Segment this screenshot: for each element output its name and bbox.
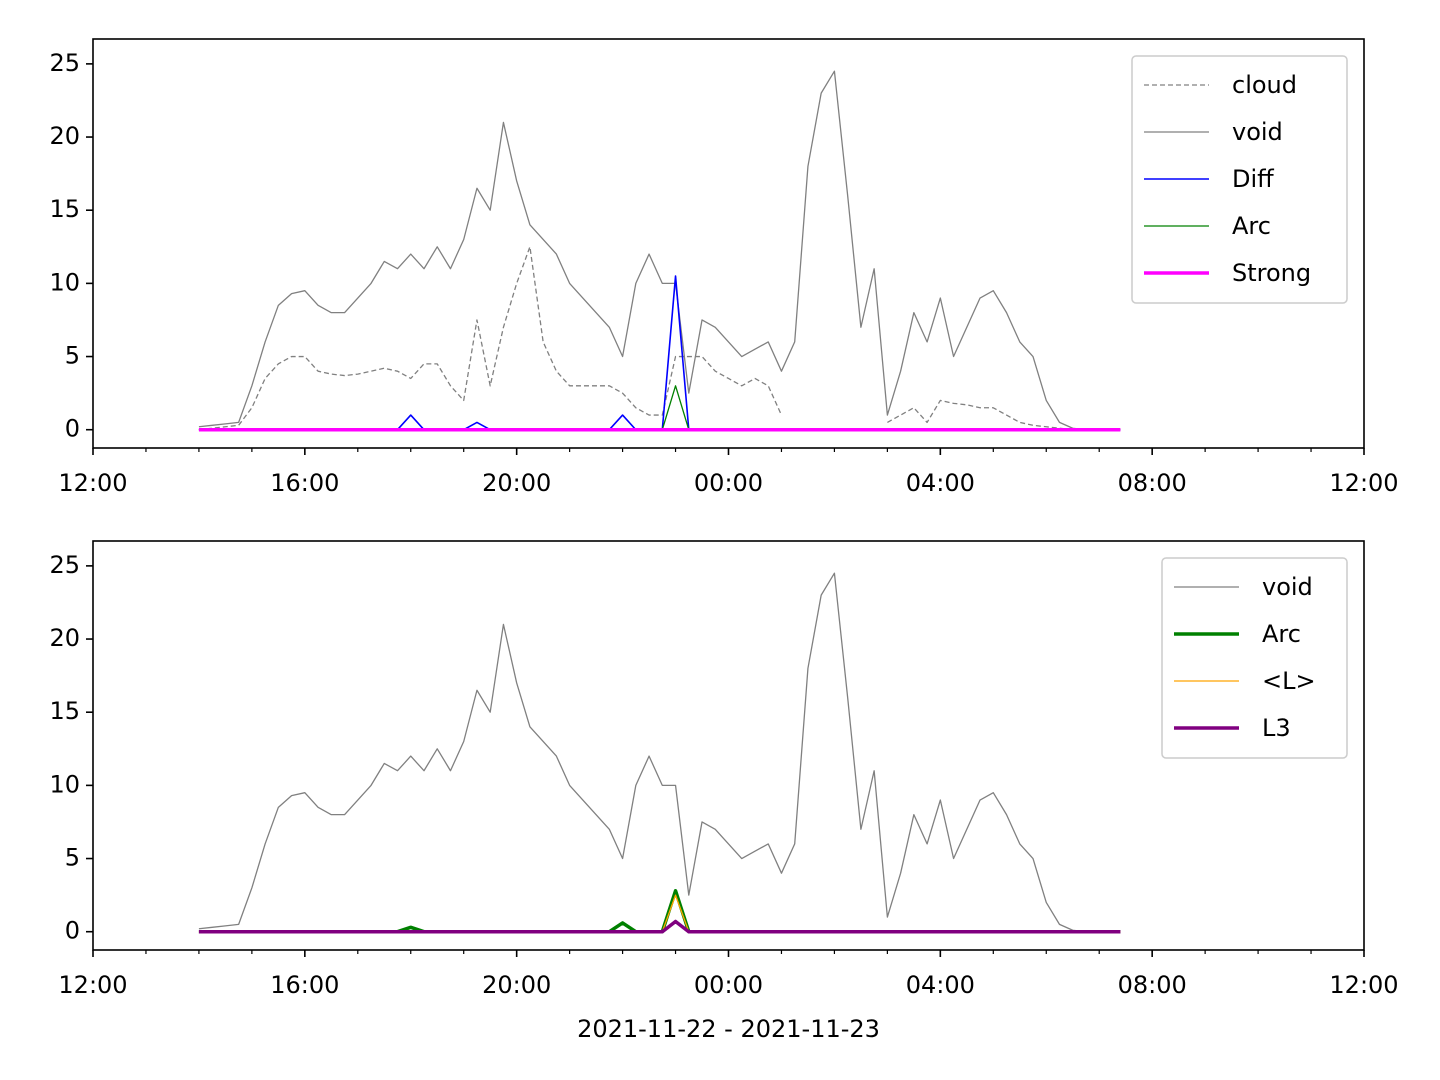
legend-label: cloud [1232,71,1297,99]
y-tick-label: 25 [49,551,80,579]
series-line [198,246,1121,431]
x-tick-label: 20:00 [482,469,551,497]
x-tick-label: 12:00 [58,469,127,497]
y-tick-label: 10 [49,268,80,296]
y-tick-label: 15 [49,195,80,223]
y-tick-label: 15 [49,697,80,725]
y-tick-label: 5 [65,342,80,370]
legend-label: Diff [1232,165,1274,193]
series-line [198,572,1121,933]
series-line [198,894,1121,933]
legend-label: Strong [1232,259,1311,287]
x-tick-label: 00:00 [694,971,763,999]
y-tick-label: 5 [65,844,80,872]
x-tick-label: 04:00 [906,971,975,999]
x-tick-label: 20:00 [482,971,551,999]
y-tick-label: 10 [49,770,80,798]
x-tick-label: 00:00 [694,469,763,497]
x-tick-label: 08:00 [1118,971,1187,999]
x-tick-label: 04:00 [906,469,975,497]
series-line [198,385,1121,431]
legend-label: void [1262,573,1313,601]
x-tick-label: 08:00 [1118,469,1187,497]
x-tick-label: 12:00 [1329,469,1398,497]
y-tick-label: 20 [49,624,80,652]
legend-label: L3 [1262,714,1291,742]
legend-box [1161,557,1348,759]
legend-label: void [1232,118,1283,146]
y-tick-label: 20 [49,122,80,150]
series-line [198,888,1121,934]
legend-box [1131,55,1348,304]
x-axis-label: 2021-11-22 - 2021-11-23 [577,1015,880,1043]
series-line [198,70,1121,431]
legend-label: <L> [1262,667,1316,695]
x-tick-label: 12:00 [1329,971,1398,999]
y-tick-label: 0 [65,415,80,443]
series-line [198,919,1121,934]
legend-label: Arc [1262,620,1301,648]
legend-label: Arc [1232,212,1271,240]
y-tick-label: 0 [65,917,80,945]
x-tick-label: 16:00 [270,971,339,999]
series-line [198,275,1121,431]
y-tick-label: 25 [49,49,80,77]
x-tick-label: 16:00 [270,469,339,497]
x-tick-label: 12:00 [58,971,127,999]
